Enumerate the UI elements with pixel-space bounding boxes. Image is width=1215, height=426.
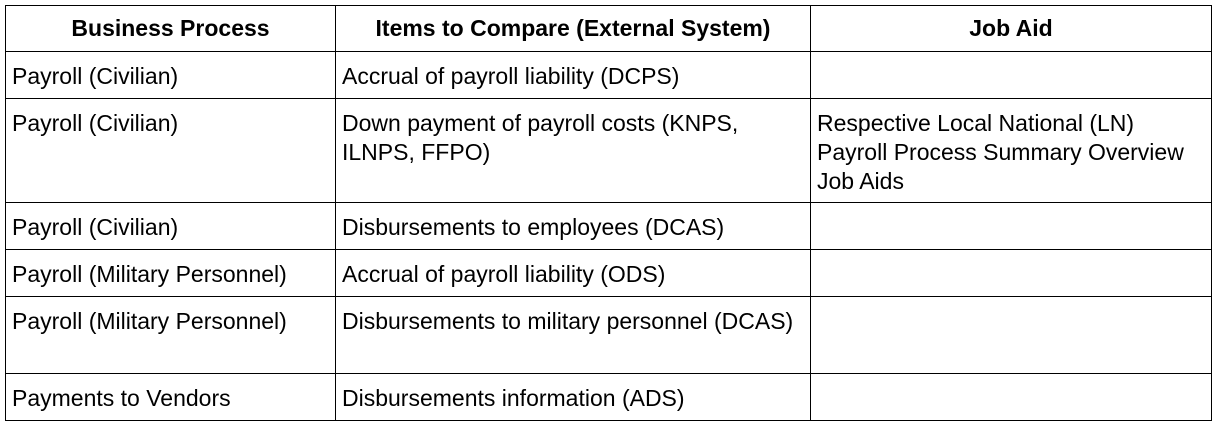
header-job-aid: Job Aid — [810, 5, 1212, 52]
table-body: Payroll (Civilian) Accrual of payroll li… — [5, 51, 1212, 421]
header-row: Business Process Items to Compare (Exter… — [5, 5, 1212, 52]
comparison-table: Business Process Items to Compare (Exter… — [5, 5, 1212, 421]
cell-business-process: Payroll (Military Personnel) — [5, 296, 336, 374]
cell-items-to-compare: Accrual of payroll liability (DCPS) — [335, 51, 811, 99]
table-row: Payroll (Civilian) Down payment of payro… — [5, 98, 1212, 203]
cell-business-process: Payroll (Civilian) — [5, 51, 336, 99]
cell-job-aid: Respective Local National (LN) Payroll P… — [810, 98, 1212, 203]
table-row: Payroll (Military Personnel) Disbursemen… — [5, 296, 1212, 374]
cell-business-process: Payroll (Military Personnel) — [5, 249, 336, 297]
cell-job-aid — [810, 202, 1212, 250]
cell-items-to-compare: Disbursements to employees (DCAS) — [335, 202, 811, 250]
cell-business-process: Payroll (Civilian) — [5, 98, 336, 203]
table-row: Payroll (Civilian) Accrual of payroll li… — [5, 51, 1212, 99]
comparison-table-container: Business Process Items to Compare (Exter… — [5, 5, 1212, 421]
table-header: Business Process Items to Compare (Exter… — [5, 5, 1212, 52]
cell-items-to-compare: Accrual of payroll liability (ODS) — [335, 249, 811, 297]
table-row: Payments to Vendors Disbursements inform… — [5, 373, 1212, 421]
cell-business-process: Payments to Vendors — [5, 373, 336, 421]
cell-job-aid — [810, 51, 1212, 99]
table-row: Payroll (Military Personnel) Accrual of … — [5, 249, 1212, 297]
header-items-to-compare: Items to Compare (External System) — [335, 5, 811, 52]
cell-job-aid — [810, 373, 1212, 421]
cell-job-aid — [810, 249, 1212, 297]
header-business-process: Business Process — [5, 5, 336, 52]
table-row: Payroll (Civilian) Disbursements to empl… — [5, 202, 1212, 250]
cell-job-aid — [810, 296, 1212, 374]
cell-items-to-compare: Disbursements to military personnel (DCA… — [335, 296, 811, 374]
cell-items-to-compare: Disbursements information (ADS) — [335, 373, 811, 421]
cell-business-process: Payroll (Civilian) — [5, 202, 336, 250]
cell-items-to-compare: Down payment of payroll costs (KNPS, ILN… — [335, 98, 811, 203]
